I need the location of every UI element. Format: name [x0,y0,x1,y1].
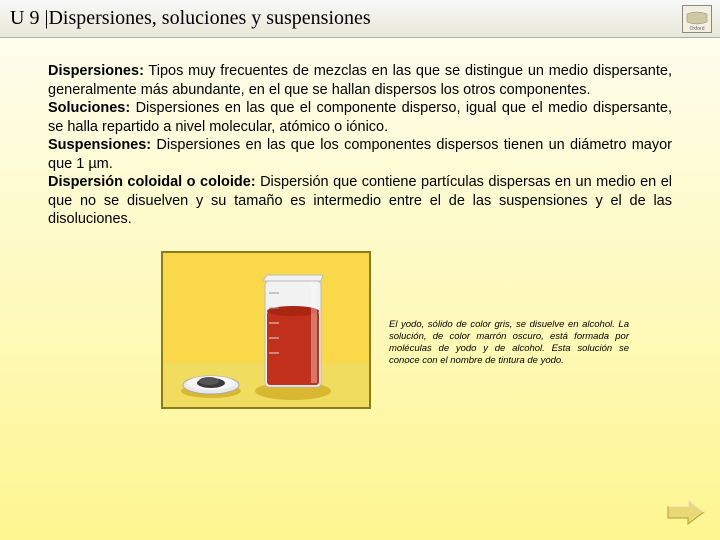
publisher-logo: Oxford [682,5,712,33]
unit-code: U 9 [10,7,39,29]
content-area: Dispersiones: Tipos muy frecuentes de me… [0,38,720,409]
figure-area: El yodo, sólido de color gris, se disuel… [48,251,672,409]
term-coloide: Dispersión coloidal o coloide: [48,174,256,190]
title-text: Dispersiones, soluciones y suspensiones [48,7,370,29]
figure-caption: El yodo, sólido de color gris, se disuel… [389,319,629,367]
next-page-button[interactable] [666,498,706,526]
photo-iodine-tincture [161,251,371,409]
page-header: U 9 |Dispersiones, soluciones y suspensi… [0,0,720,38]
term-soluciones: Soluciones: [48,100,130,116]
term-dispersiones: Dispersiones: [48,63,144,79]
term-suspensiones: Suspensiones: [48,137,151,153]
svg-text:Oxford: Oxford [689,26,704,32]
definitions-paragraph: Dispersiones: Tipos muy frecuentes de me… [48,62,672,229]
header-title: U 9 |Dispersiones, soluciones y suspensi… [10,7,371,30]
text-soluciones: Dispersiones en las que el componente di… [48,100,672,135]
